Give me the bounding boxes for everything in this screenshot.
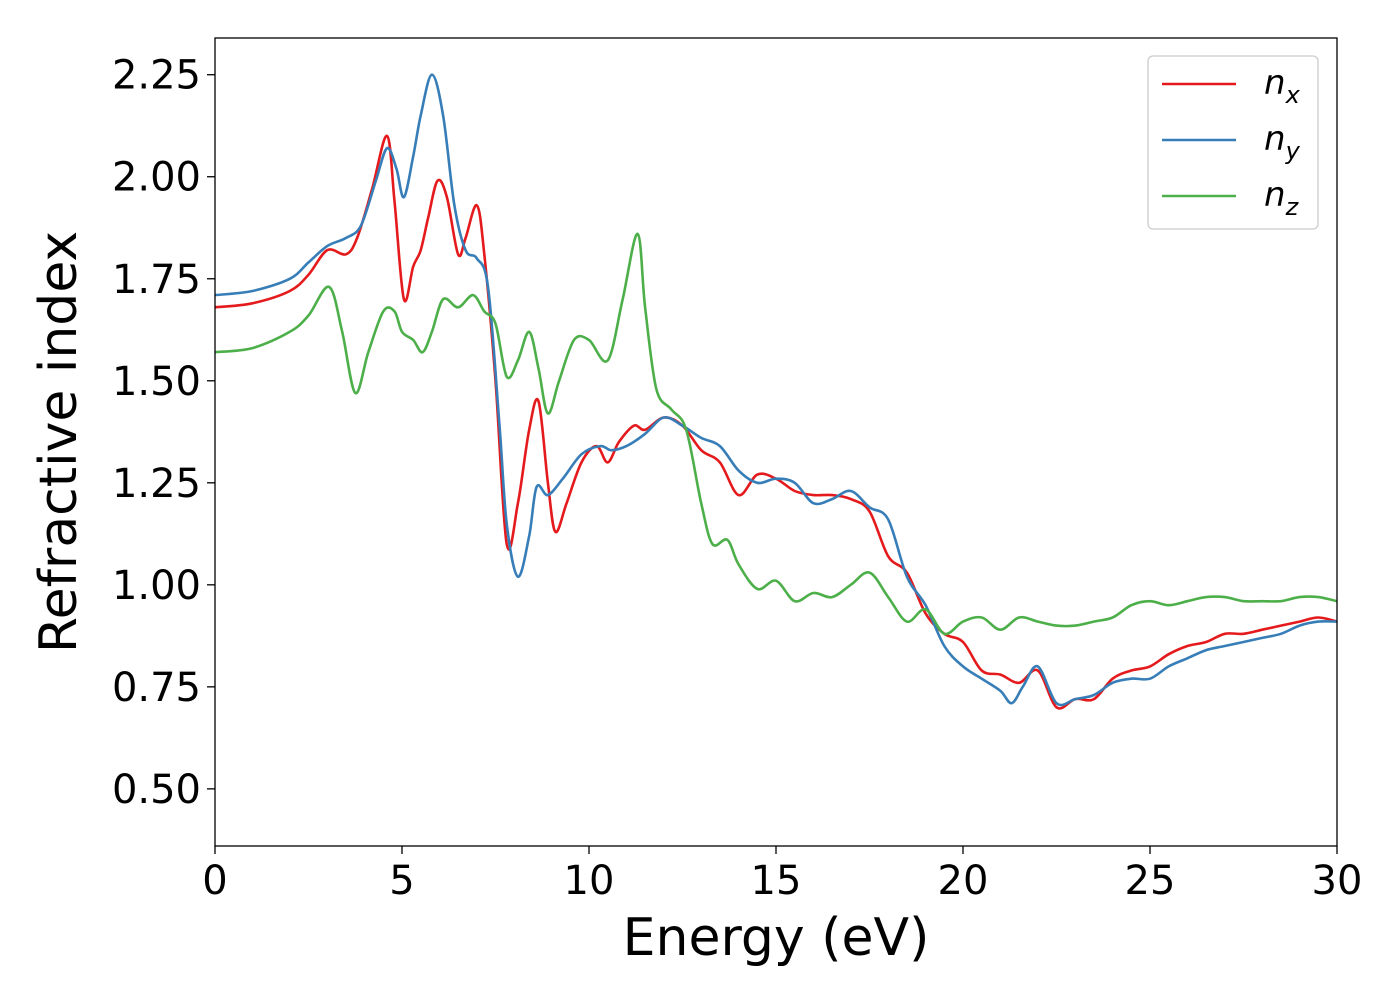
y-tick-label: 1.50: [112, 359, 201, 405]
legend-label-ny: ny: [1264, 119, 1301, 165]
x-tick-label: 15: [751, 858, 802, 904]
legend-label-nx: nx: [1264, 63, 1301, 109]
legend-label-base: n: [1264, 175, 1286, 215]
x-tick-label: 10: [564, 858, 615, 904]
y-tick-label: 1.75: [112, 257, 201, 303]
series-layer: [215, 73, 1337, 710]
y-tick-label: 2.25: [112, 53, 201, 99]
x-tick-label: 20: [938, 858, 989, 904]
legend-label-nz: nz: [1264, 175, 1300, 221]
legend-label-subscript: z: [1285, 193, 1300, 221]
x-tick-label: 0: [202, 858, 227, 904]
series-line-ny: [215, 73, 1337, 707]
y-axis-label: Refractive index: [29, 231, 89, 653]
legend-label-subscript: y: [1285, 137, 1301, 165]
y-tick-label: 2.00: [112, 155, 201, 201]
x-tick-label: 5: [389, 858, 414, 904]
x-axis-label: Energy (eV): [623, 908, 930, 968]
x-tick-label: 30: [1312, 858, 1363, 904]
legend-label-subscript: x: [1285, 81, 1301, 109]
y-tick-label: 1.00: [112, 563, 201, 609]
y-tick-label: 0.75: [112, 665, 201, 711]
x-tick-label: 25: [1125, 858, 1176, 904]
legend-label-base: n: [1264, 63, 1286, 103]
series-line-nz: [215, 232, 1337, 636]
y-tick-label: 1.25: [112, 461, 201, 507]
y-axis-ticks: 0.50 0.75 1.00 1.25 1.50 1.75 2.00 2.25: [112, 53, 215, 813]
y-tick-label: 0.50: [112, 767, 201, 813]
legend-label-base: n: [1264, 119, 1286, 159]
legend-box: [1147, 55, 1319, 230]
x-axis-ticks: 0 5 10 15 20 25 30: [202, 846, 1362, 904]
